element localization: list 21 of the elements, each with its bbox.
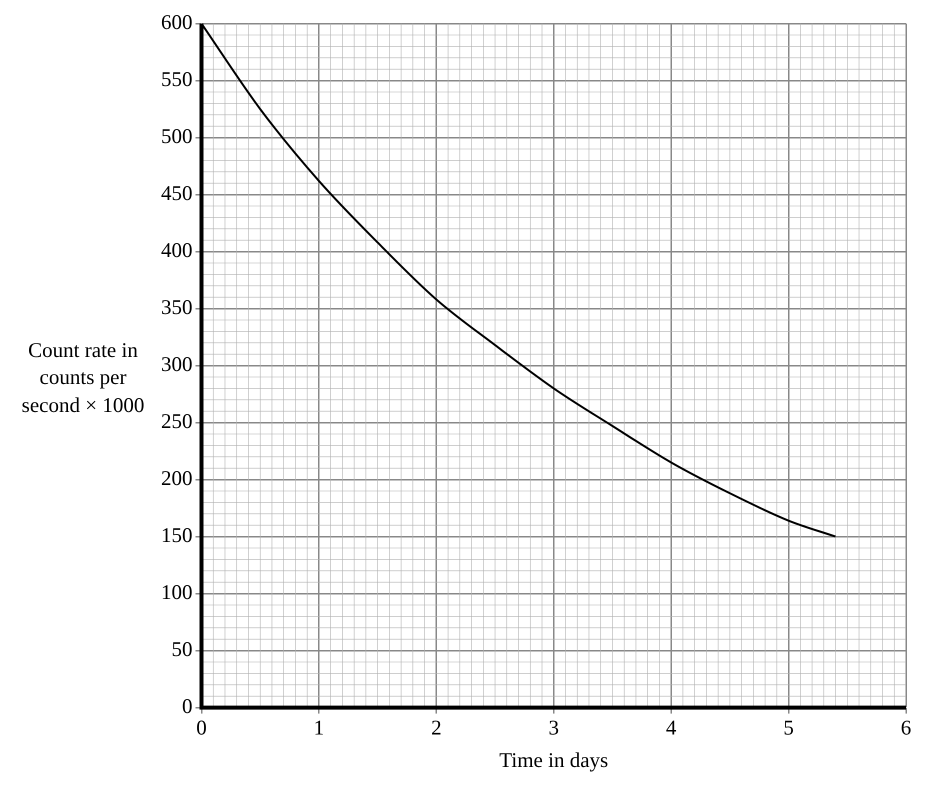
y-tick-label: 50	[172, 637, 192, 662]
x-axis-title: Time in days	[499, 748, 608, 772]
y-tick-label: 400	[161, 238, 192, 262]
x-tick-label: 5	[783, 716, 794, 740]
x-tick-label: 2	[431, 716, 442, 740]
y-tick-label: 100	[161, 580, 192, 604]
y-tick-label: 250	[161, 409, 192, 434]
y-tick-label: 0	[182, 694, 192, 718]
y-tick-label: 500	[161, 124, 192, 148]
y-tick-label: 200	[161, 466, 192, 490]
y-tick-label: 550	[161, 67, 192, 92]
y-axis-title: Count rate in counts per second × 1000	[20, 337, 146, 419]
y-tick-label: 450	[161, 181, 192, 206]
x-tick-label: 6	[900, 716, 912, 740]
y-tick-label: 350	[161, 295, 192, 320]
y-tick-label: 600	[161, 10, 192, 34]
y-tick-label: 300	[161, 352, 192, 376]
x-tick-label: 4	[666, 716, 677, 740]
y-tick-label: 150	[161, 523, 192, 548]
x-tick-label: 3	[548, 716, 559, 740]
x-tick-label: 1	[314, 716, 324, 740]
